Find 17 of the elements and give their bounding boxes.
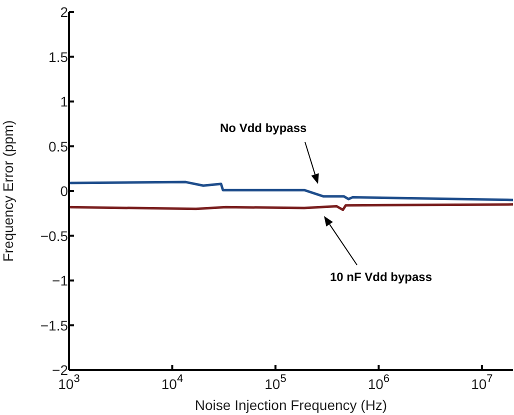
annotation: No Vdd bypass — [220, 121, 308, 135]
x-tick-label: 10$^{7}$ — [471, 373, 493, 392]
y-tick-label: 0.5 — [48, 138, 68, 154]
y-tick-label: 1.5 — [48, 48, 68, 65]
x-tick-label: 10$^{6}$ — [368, 373, 390, 392]
annotation: 10 nF Vdd bypass — [330, 270, 432, 284]
y-tick-label: 2 — [60, 4, 68, 20]
y-tick-label: −1 — [52, 272, 68, 288]
y-tick-label: 0 — [60, 183, 68, 199]
x-axis-title: Noise Injection Frequency (Hz) — [194, 397, 388, 413]
y-tick-label: −0.5 — [40, 228, 68, 244]
x-tick-label: 10$^{5}$ — [264, 373, 286, 392]
y-tick-label: −2 — [52, 362, 68, 378]
y-axis-title: Frequency Error (ppm) — [0, 120, 16, 262]
x-tick-label: 10$^{4}$ — [161, 373, 184, 392]
y-tick-label: 1 — [60, 94, 68, 110]
y-tick-label: −1.5 — [40, 317, 68, 334]
